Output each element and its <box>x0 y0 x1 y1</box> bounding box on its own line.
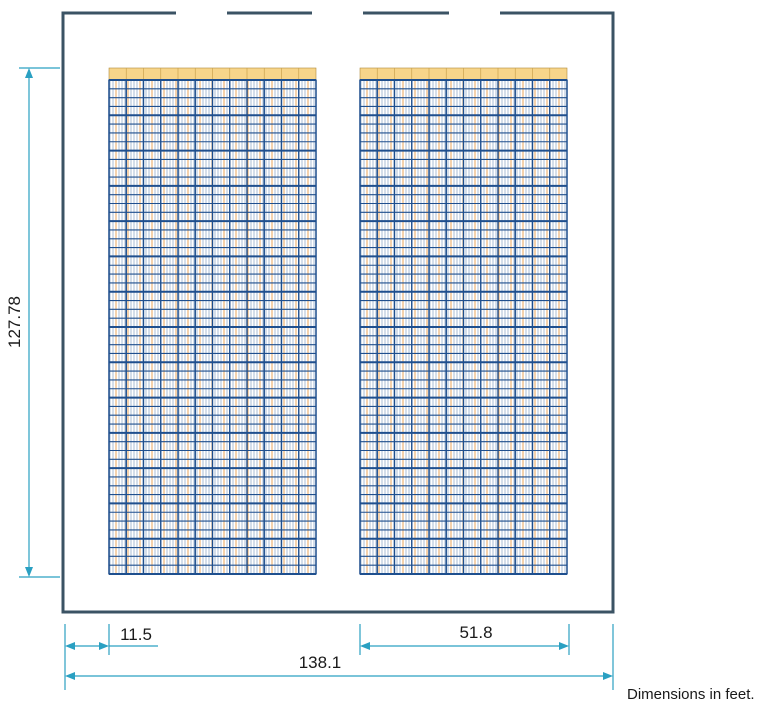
total-width-dimension-label: 138.1 <box>299 653 342 672</box>
height-dimension-label: 127.78 <box>5 296 24 348</box>
building-outline <box>61 11 615 614</box>
rack-outline <box>108 79 317 575</box>
rack-block-right <box>359 67 568 575</box>
offset-dimension-label: 11.5 <box>120 625 152 644</box>
rack-block-left <box>108 67 317 575</box>
rack-outline <box>359 79 568 575</box>
arrowhead <box>25 567 33 577</box>
arrowhead <box>603 672 613 680</box>
arrowhead <box>25 68 33 78</box>
arrowhead <box>559 642 569 650</box>
arrowhead <box>99 642 109 650</box>
arrowhead <box>65 672 75 680</box>
arrowhead <box>65 642 75 650</box>
arrowhead <box>360 642 370 650</box>
dimension-lines <box>19 67 614 690</box>
building-wall <box>61 11 615 614</box>
block-width-dimension-label: 51.8 <box>459 623 492 642</box>
units-note: Dimensions in feet. <box>627 686 755 703</box>
